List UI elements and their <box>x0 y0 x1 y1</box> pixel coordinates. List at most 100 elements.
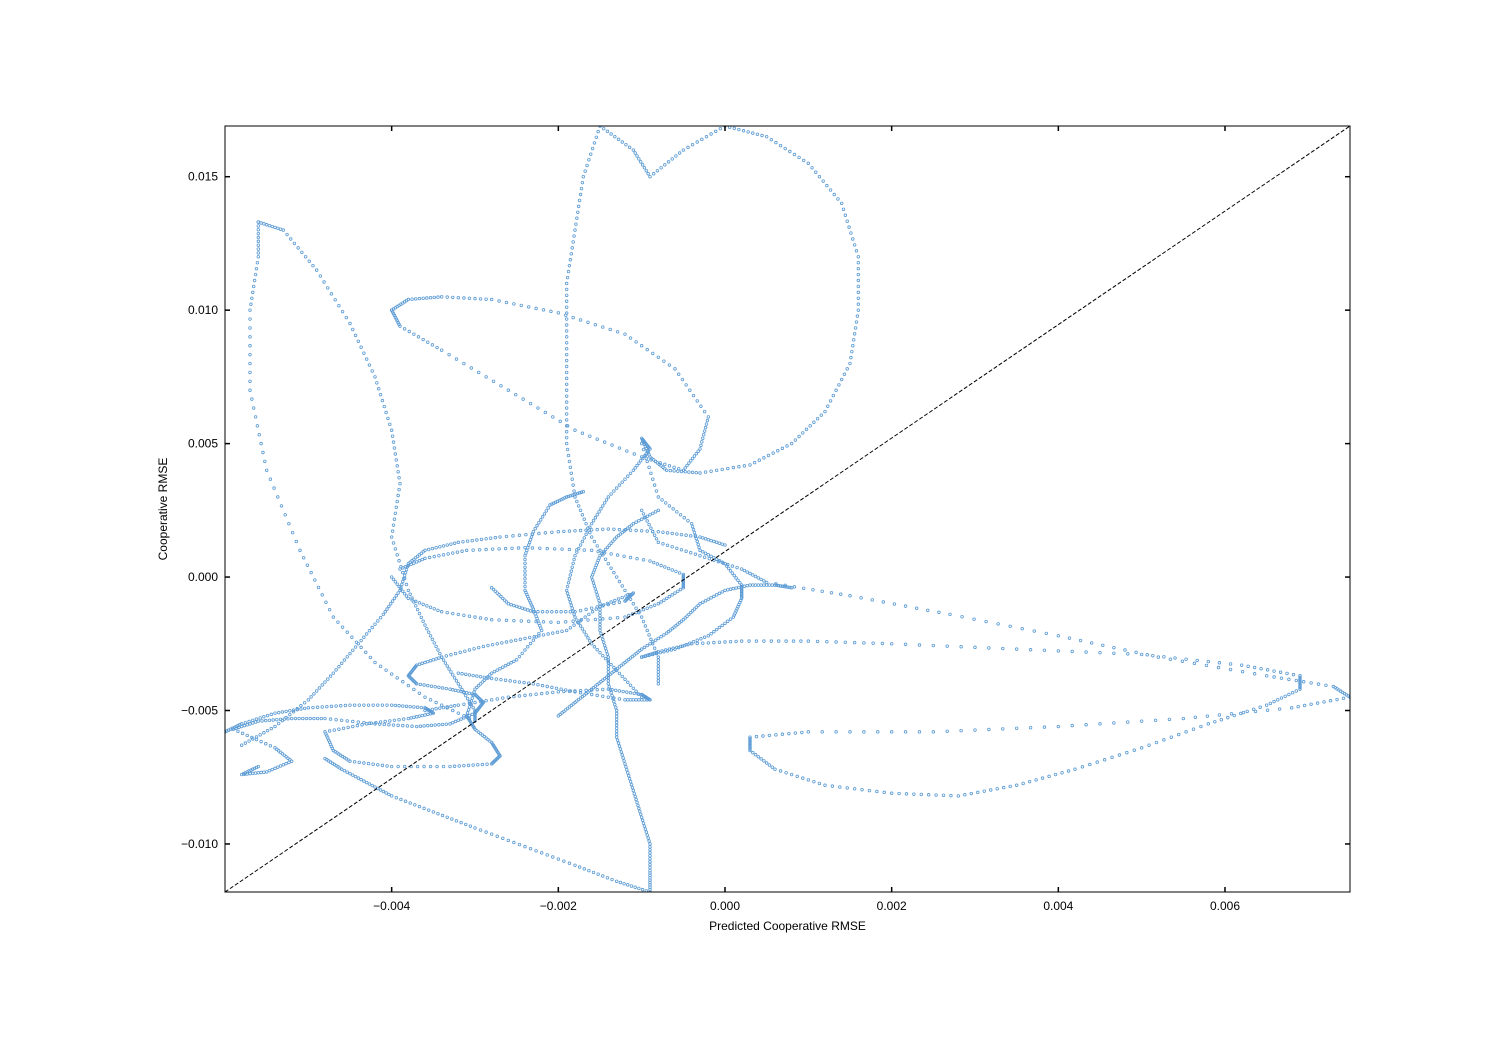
data-point <box>545 691 549 695</box>
data-point <box>444 686 448 691</box>
data-point <box>367 721 372 725</box>
data-point <box>401 723 405 728</box>
data-point <box>356 720 361 724</box>
data-point <box>656 495 661 499</box>
data-point <box>1014 726 1019 730</box>
data-point <box>610 443 614 447</box>
data-point <box>341 726 346 730</box>
data-point <box>269 712 273 717</box>
data-point <box>551 631 555 635</box>
data-point <box>640 887 645 892</box>
data-point <box>648 447 652 451</box>
data-point <box>797 155 801 160</box>
data-point <box>394 796 398 800</box>
data-point <box>728 640 733 644</box>
data-point <box>696 542 700 547</box>
data-point <box>668 468 673 473</box>
data-point <box>648 513 652 517</box>
data-point <box>672 469 676 473</box>
data-point <box>597 510 601 514</box>
data-point <box>756 755 761 759</box>
data-point <box>762 639 766 643</box>
data-point <box>579 186 584 191</box>
data-point <box>709 596 713 600</box>
data-point <box>302 556 306 560</box>
data-point <box>690 524 695 529</box>
data-point <box>702 433 706 437</box>
data-point <box>397 718 401 722</box>
data-point <box>486 676 490 680</box>
data-point <box>270 767 274 772</box>
data-point <box>257 433 261 437</box>
data-point <box>635 154 639 158</box>
data-point <box>564 620 568 624</box>
data-point <box>628 528 633 532</box>
data-point <box>376 619 380 623</box>
data-point <box>806 161 811 166</box>
data-point <box>588 530 592 535</box>
data-point <box>726 619 730 623</box>
data-point <box>695 140 699 144</box>
data-point <box>756 576 761 580</box>
data-point <box>667 363 672 367</box>
data-point <box>251 284 256 289</box>
data-point <box>504 618 509 623</box>
data-point <box>564 495 569 499</box>
data-point <box>1168 657 1173 661</box>
data-point <box>690 142 695 147</box>
data-point <box>867 788 872 793</box>
data-point <box>1066 769 1071 773</box>
data-point <box>371 703 375 707</box>
data-point <box>617 697 622 701</box>
data-point <box>614 575 619 579</box>
data-point <box>348 771 352 776</box>
data-point <box>342 769 347 773</box>
data-point <box>658 461 662 465</box>
data-point <box>748 735 752 739</box>
data-point <box>1123 648 1127 652</box>
data-point <box>344 315 348 320</box>
data-point <box>451 295 455 300</box>
data-point <box>401 579 405 584</box>
data-point <box>587 612 591 617</box>
data-point <box>506 662 511 666</box>
data-point <box>728 569 733 573</box>
data-point <box>357 760 361 765</box>
data-point <box>1252 672 1257 676</box>
data-point <box>764 134 769 139</box>
data-point <box>353 645 358 649</box>
data-point <box>1276 698 1280 702</box>
data-point <box>389 535 394 539</box>
data-point <box>656 529 661 534</box>
x-tick-label: 0.000 <box>710 899 740 913</box>
data-point <box>568 600 573 604</box>
data-point <box>1294 689 1298 693</box>
data-point <box>357 703 361 707</box>
data-point <box>1095 760 1099 764</box>
data-point <box>693 534 698 539</box>
data-point <box>564 382 569 386</box>
data-point <box>267 769 272 773</box>
data-point <box>393 580 398 584</box>
data-point <box>406 297 411 302</box>
data-point <box>531 610 536 614</box>
data-point <box>847 225 851 229</box>
data-point <box>419 705 423 710</box>
data-point <box>622 554 626 558</box>
data-point <box>814 170 818 174</box>
data-point <box>408 704 412 709</box>
data-point <box>491 379 496 384</box>
data-point <box>270 224 274 229</box>
data-point <box>973 728 977 732</box>
data-point <box>351 773 355 777</box>
data-point <box>262 731 266 735</box>
data-point <box>659 600 663 604</box>
data-point <box>747 639 751 643</box>
data-point <box>578 688 583 693</box>
data-point <box>465 696 470 701</box>
data-point <box>381 789 386 794</box>
data-point <box>852 243 857 247</box>
data-point <box>351 327 355 332</box>
data-point <box>401 589 405 593</box>
data-point <box>380 398 385 403</box>
